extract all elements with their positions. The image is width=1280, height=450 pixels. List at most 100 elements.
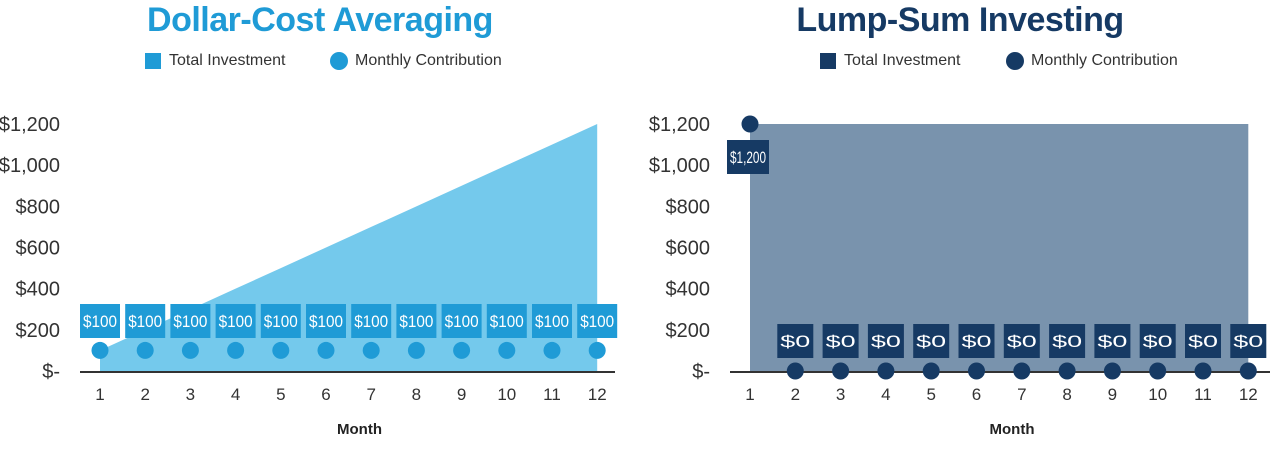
data-label-box (260, 304, 301, 338)
contribution-marker (91, 341, 109, 359)
y-tick-label: $400 (666, 279, 711, 301)
data-label: $0 (871, 332, 901, 351)
data-label-box (958, 324, 995, 358)
contribution-marker (1058, 362, 1076, 380)
data-label-box (351, 304, 392, 338)
y-tick-label: $600 (666, 238, 711, 260)
x-tick-label: 10 (497, 385, 516, 404)
data-label-box (822, 324, 859, 358)
y-tick-label: $600 (16, 238, 61, 260)
contribution-marker (1149, 362, 1167, 380)
data-label: $0 (1143, 332, 1173, 351)
x-tick-label: 3 (186, 385, 195, 404)
x-tick-label: 4 (881, 385, 890, 404)
data-label-box (215, 304, 256, 338)
contribution-marker (1103, 362, 1121, 380)
legend-item-monthly-contribution: Monthly Contribution (1006, 52, 1178, 70)
data-label: $100 (128, 312, 162, 331)
x-tick-label: 1 (745, 385, 754, 404)
legend-label: Total Investment (169, 52, 286, 69)
legend-square-icon (820, 53, 836, 69)
x-axis-title: Month (990, 421, 1035, 438)
contribution-marker (1194, 362, 1212, 380)
data-label-box (80, 304, 120, 338)
data-label-box (727, 140, 769, 174)
contribution-marker (407, 341, 425, 359)
y-tick-label: $200 (666, 320, 711, 342)
y-tick-label: $400 (16, 279, 61, 301)
y-tick-label: $1,200 (649, 114, 710, 136)
data-label-box (777, 324, 814, 358)
x-tick-label: 6 (321, 385, 330, 404)
contribution-marker (1239, 362, 1257, 380)
x-axis-title: Month (337, 421, 382, 438)
data-label-box (1185, 324, 1221, 358)
x-tick-label: 11 (543, 385, 561, 404)
legend-item-total-investment: Total Investment (145, 52, 286, 70)
y-tick-label: $- (692, 361, 710, 383)
x-tick-label: 7 (1017, 385, 1026, 404)
contribution-marker (877, 362, 895, 380)
y-tick-label: $1,000 (0, 155, 60, 177)
data-label: $100 (580, 312, 614, 331)
chart-legend: Total Investment Monthly Contribution (640, 52, 1280, 76)
chart-title: Lump-Sum Investing (796, 1, 1124, 39)
legend-square-icon (145, 53, 161, 69)
data-label: $0 (1097, 332, 1127, 351)
data-label-box (306, 304, 346, 338)
x-tick-label: 8 (1062, 385, 1071, 404)
x-tick-label: 9 (457, 385, 466, 404)
data-label: $100 (490, 312, 524, 331)
data-label: $0 (1233, 332, 1263, 351)
contribution-marker (832, 362, 850, 380)
legend-circle-icon (1006, 52, 1024, 70)
data-label: $0 (1188, 332, 1218, 351)
data-label: $100 (83, 312, 117, 331)
data-label: $100 (219, 312, 253, 331)
y-tick-label: $800 (666, 196, 711, 218)
y-tick-label: $800 (16, 196, 61, 218)
data-label: $100 (309, 312, 343, 331)
data-label-box (1003, 324, 1040, 358)
x-tick-label: 5 (926, 385, 935, 404)
x-tick-label: 3 (836, 385, 845, 404)
data-label-box (577, 304, 618, 338)
y-tick-label: $200 (16, 320, 61, 342)
dca-chart-panel: Dollar-Cost Averaging Total Investment M… (0, 1, 618, 438)
y-tick-label: $1,200 (0, 114, 60, 136)
data-label-box (441, 304, 482, 338)
legend-item-total-investment: Total Investment (820, 52, 961, 70)
contribution-marker (968, 362, 985, 380)
x-tick-label: 2 (140, 385, 149, 404)
data-label-box (867, 324, 904, 358)
legend-label: Monthly Contribution (1031, 52, 1178, 69)
x-tick-label: 1 (95, 385, 104, 404)
data-label-box (1139, 324, 1176, 358)
data-label: $100 (399, 312, 433, 331)
data-label: $100 (264, 312, 298, 331)
legend-label: Monthly Contribution (355, 52, 502, 69)
contribution-marker (588, 341, 606, 359)
data-label-box (532, 304, 572, 338)
x-tick-label: 7 (366, 385, 375, 404)
data-label-box (1094, 324, 1131, 358)
contribution-marker (136, 341, 154, 359)
data-label-box (913, 324, 950, 358)
data-label: $100 (535, 312, 569, 331)
y-tick-label: $1,000 (649, 155, 710, 177)
x-tick-label: 2 (791, 385, 800, 404)
x-tick-label: 9 (1108, 385, 1117, 404)
contribution-marker (362, 341, 380, 359)
data-label-box (396, 304, 437, 338)
data-label: $1,200 (730, 148, 766, 167)
contribution-marker (453, 341, 471, 359)
data-label: $0 (1007, 332, 1037, 351)
x-tick-label: 5 (276, 385, 285, 404)
data-label: $100 (354, 312, 388, 331)
legend-circle-icon (330, 52, 348, 70)
contribution-marker (922, 362, 940, 380)
x-tick-label: 4 (231, 385, 240, 404)
data-label-box (486, 304, 527, 338)
